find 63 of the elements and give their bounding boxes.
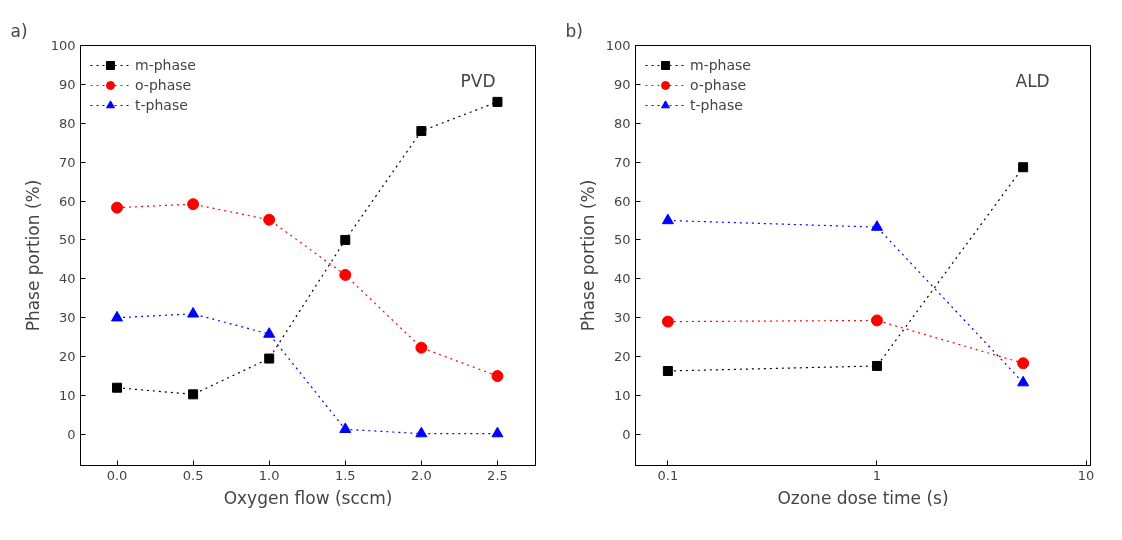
legend-label: o-phase <box>690 77 747 93</box>
y-tick-label: 100 <box>605 38 631 53</box>
legend-label: m-phase <box>690 57 751 73</box>
x-tick-label: 10 <box>1077 467 1095 483</box>
point <box>339 268 352 281</box>
y-axis-title: Phase portion (%) <box>577 179 598 332</box>
point <box>188 389 199 400</box>
point <box>491 370 504 383</box>
y-tick-label: 0 <box>67 426 76 442</box>
y-tick-label: 10 <box>613 388 631 403</box>
y-tick-label: 50 <box>58 232 76 248</box>
point <box>111 310 124 322</box>
x-tick-label: 0.5 <box>182 467 204 483</box>
y-tick-label: 70 <box>58 154 76 170</box>
point <box>112 382 123 393</box>
y-tick-label: 90 <box>613 76 631 92</box>
point <box>415 341 428 354</box>
text: b) <box>565 20 583 41</box>
point <box>416 126 427 137</box>
y-tick-label: 40 <box>58 271 76 287</box>
point <box>263 213 276 226</box>
x-tick-label: 0.1 <box>657 467 679 483</box>
x-axis-title: Ozone dose time (s) <box>777 487 949 508</box>
point <box>264 353 275 364</box>
point <box>339 422 352 434</box>
y-tick-label: 80 <box>58 115 76 131</box>
y-tick-label: 100 <box>50 38 76 53</box>
y-tick-label: 60 <box>613 193 631 209</box>
y-tick-label: 20 <box>58 349 76 365</box>
point <box>340 234 351 245</box>
y-axis-title: Phase portion (%) <box>22 179 43 332</box>
y-tick-label: 20 <box>613 349 631 365</box>
legend-label: t-phase <box>690 97 743 113</box>
y-tick-label: 50 <box>613 232 631 248</box>
x-tick-label: 1.5 <box>334 467 356 483</box>
annotation: PVD <box>460 70 496 91</box>
y-tick-label: 0 <box>622 426 631 442</box>
point <box>492 96 503 107</box>
point <box>263 327 276 338</box>
point <box>491 426 504 438</box>
y-tick-label: 90 <box>58 76 76 92</box>
point <box>187 306 200 318</box>
y-tick-label: 10 <box>58 388 76 403</box>
y-tick-label: 30 <box>613 310 631 326</box>
point <box>415 426 428 438</box>
text: a) <box>10 20 28 41</box>
x-tick-label: 2.0 <box>411 467 432 483</box>
y-tick-label: 40 <box>613 271 631 287</box>
x-tick-label: 0.0 <box>106 467 128 483</box>
x-tick-label: 2.5 <box>487 467 508 483</box>
point <box>111 201 124 214</box>
legend-label: m-phase <box>135 57 196 73</box>
y-tick-label: 70 <box>613 154 631 170</box>
legend-label: t-phase <box>135 97 188 113</box>
annotation: ALD <box>1015 70 1050 91</box>
legend-label: o-phase <box>135 77 192 93</box>
x-tick-label: 1.0 <box>258 467 280 483</box>
y-tick-label: 80 <box>613 115 631 131</box>
y-tick-label: 30 <box>58 310 76 326</box>
y-tick-label: 60 <box>58 193 76 209</box>
x-axis-title: Oxygen flow (sccm) <box>223 487 393 508</box>
x-tick-label: 1 <box>872 467 882 483</box>
point <box>187 198 200 211</box>
